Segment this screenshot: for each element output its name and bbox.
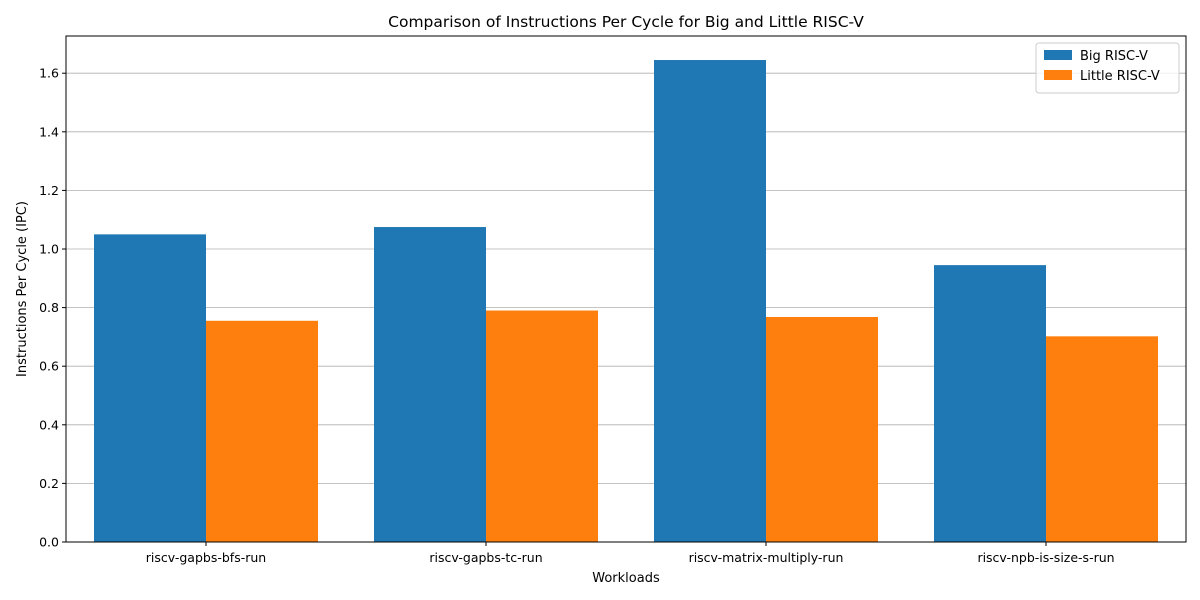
legend-entry: Big RISC-V <box>1080 49 1148 64</box>
bar-little <box>206 320 318 542</box>
y-tick-label: 0.0 <box>39 535 59 550</box>
x-axis-ticks: riscv-gapbs-bfs-run riscv-gapbs-tc-run ris… <box>146 542 1115 565</box>
chart-title: Comparison of Instructions Per Cycle for… <box>388 13 864 31</box>
plot-frame <box>65 35 1187 543</box>
legend-entry: Little RISC-V <box>1080 69 1160 84</box>
x-tick-label: riscv-gapbs-bfs-run <box>146 550 266 565</box>
y-tick-label: 0.8 <box>39 300 59 315</box>
bar-big <box>934 265 1046 542</box>
y-tick-label: 0.4 <box>39 417 59 432</box>
y-tick-label: 1.4 <box>39 124 59 139</box>
bars <box>94 60 1158 542</box>
x-tick-label: riscv-matrix-multiply-run <box>689 550 844 565</box>
x-tick-label: riscv-npb-is-size-s-run <box>977 550 1114 565</box>
bar-big <box>374 227 486 542</box>
legend: Big RISC-V Little RISC-V <box>1035 42 1180 94</box>
legend-swatch <box>1044 50 1072 60</box>
bar-little <box>1046 336 1158 542</box>
bar-big <box>94 234 206 542</box>
x-tick-label: riscv-gapbs-tc-run <box>429 550 542 565</box>
y-tick-label: 1.0 <box>39 242 59 257</box>
y-tick-label: 1.2 <box>39 183 59 198</box>
legend-swatch <box>1044 70 1072 80</box>
x-axis-label: Workloads <box>592 571 660 586</box>
bar-little <box>766 316 878 542</box>
bar-big <box>654 60 766 542</box>
y-tick-label: 1.6 <box>39 66 59 81</box>
y-tick-label: 0.2 <box>39 476 59 491</box>
y-axis-ticks: 0.0 0.2 0.4 0.6 0.8 1.0 1.2 1.4 1.6 <box>39 66 66 550</box>
y-axis-label: Instructions Per Cycle (IPC) <box>15 201 30 377</box>
bar-little <box>486 310 598 542</box>
y-tick-label: 0.6 <box>39 359 59 374</box>
